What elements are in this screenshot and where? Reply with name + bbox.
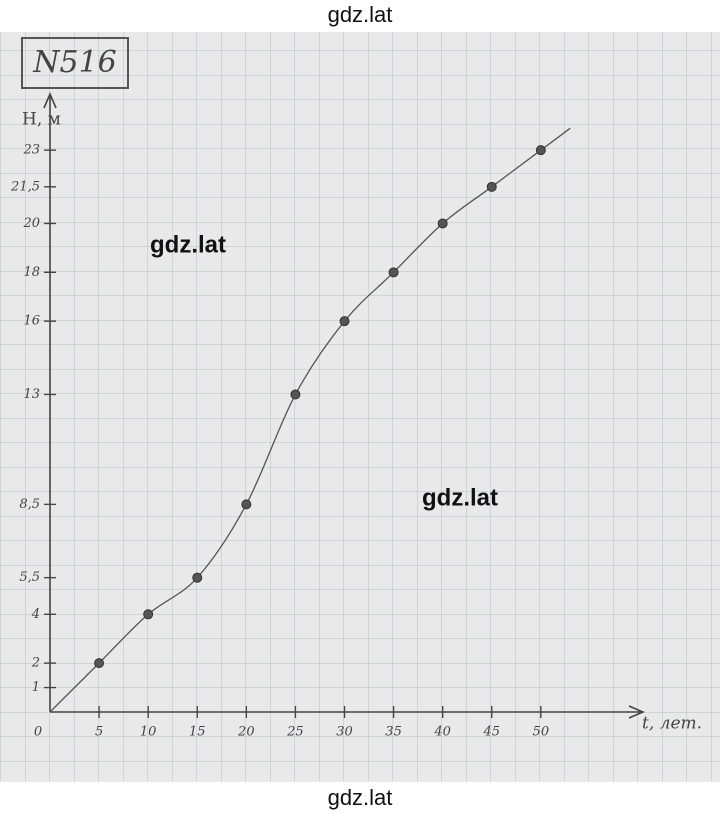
y-tick-label: 2 [31,656,40,671]
chart-title: N516 [32,45,117,80]
x-tick-label: 0 [34,725,42,740]
y-tick-label: 5,5 [19,570,40,585]
point [94,658,105,669]
x-tick-label: 35 [385,725,402,740]
y-tick-label: 8,5 [19,497,40,512]
point [143,609,154,620]
y-axis-label: H, м [22,110,61,130]
curve-lead [49,662,100,713]
point [437,218,448,229]
x-tick-label: 20 [237,725,255,740]
point [535,145,546,156]
x-tick-label: 40 [433,725,451,740]
y-tick-label: 20 [22,216,40,231]
x-tick-label: 50 [533,725,550,740]
watermark: gdz.lat [328,2,393,27]
point [339,316,350,327]
watermark: gdz.lat [150,231,226,258]
y-axis [43,91,57,712]
footer-band [0,782,720,814]
curve-tail [540,127,571,151]
x-tick-label: 10 [140,725,157,740]
point [290,389,301,400]
x-tick-label: 25 [286,725,304,740]
x-tick-label: 15 [189,725,206,740]
point [192,572,203,583]
watermark: gdz.lat [422,484,498,511]
x-tick-label: 45 [482,725,500,740]
y-tick-label: 23 [22,143,40,158]
point [486,181,497,192]
y-tick-label: 4 [31,607,40,622]
y-tick-label: 21,5 [10,179,40,194]
header-band [0,0,720,32]
y-tick-label: 18 [23,265,40,280]
y-tick-label: 16 [23,314,40,329]
graph-paper [0,32,720,782]
x-axis-label: t, лет. [642,714,702,734]
point [241,499,252,510]
title-box [21,37,129,89]
y-tick-label: 13 [23,387,40,402]
x-tick-label: 5 [95,725,103,740]
x-tick-label: 30 [336,725,353,740]
line [98,149,542,664]
y-tick-label: 1 [32,680,40,695]
point [388,267,399,278]
watermark: gdz.lat [328,785,393,810]
